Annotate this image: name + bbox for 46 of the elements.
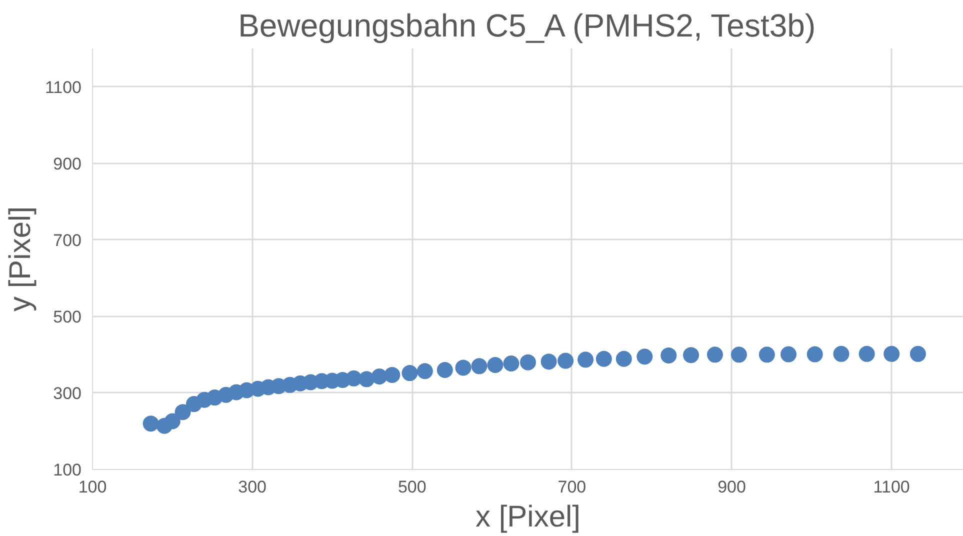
x-tick-label: 100 bbox=[78, 478, 107, 496]
y-axis-title: y [Pixel] bbox=[4, 206, 37, 312]
y-tick-label: 100 bbox=[53, 460, 82, 480]
point bbox=[402, 365, 418, 382]
y-tick-label: 700 bbox=[53, 230, 82, 250]
x-tick-label: 500 bbox=[398, 478, 426, 496]
point bbox=[858, 346, 875, 362]
point bbox=[487, 357, 504, 373]
point bbox=[758, 346, 775, 363]
point bbox=[806, 346, 823, 362]
y-tick-label: 1100 bbox=[44, 78, 82, 97]
point bbox=[471, 358, 488, 374]
point bbox=[730, 346, 747, 363]
point bbox=[683, 347, 700, 364]
point bbox=[596, 350, 612, 367]
point bbox=[174, 404, 191, 420]
point bbox=[142, 416, 159, 432]
point bbox=[636, 348, 653, 365]
point bbox=[164, 413, 180, 430]
x-tick-label: 1100 bbox=[873, 478, 910, 496]
point bbox=[503, 356, 520, 372]
point bbox=[416, 363, 433, 380]
point bbox=[660, 347, 677, 364]
point bbox=[358, 371, 375, 388]
point bbox=[371, 368, 388, 384]
point bbox=[558, 352, 574, 369]
point bbox=[520, 354, 536, 370]
point bbox=[884, 346, 900, 362]
x-tick-label: 900 bbox=[718, 478, 746, 496]
point bbox=[578, 352, 594, 368]
point bbox=[706, 346, 723, 363]
point bbox=[540, 354, 557, 370]
x-tick-label: 700 bbox=[558, 478, 586, 496]
y-tick-label: 300 bbox=[53, 384, 82, 403]
y-tick-label: 500 bbox=[53, 307, 82, 326]
point bbox=[455, 360, 472, 376]
y-tick-label: 900 bbox=[53, 154, 82, 174]
point bbox=[910, 346, 926, 362]
point bbox=[616, 350, 632, 367]
point bbox=[384, 366, 400, 383]
x-axis-title: x [Pixel] bbox=[475, 500, 581, 534]
chart-title: Bewegungsbahn C5_A (PMHS2, Test3b) bbox=[238, 8, 816, 44]
point bbox=[780, 346, 796, 362]
point bbox=[833, 346, 850, 362]
x-tick-label: 300 bbox=[238, 478, 267, 496]
point bbox=[436, 362, 453, 378]
